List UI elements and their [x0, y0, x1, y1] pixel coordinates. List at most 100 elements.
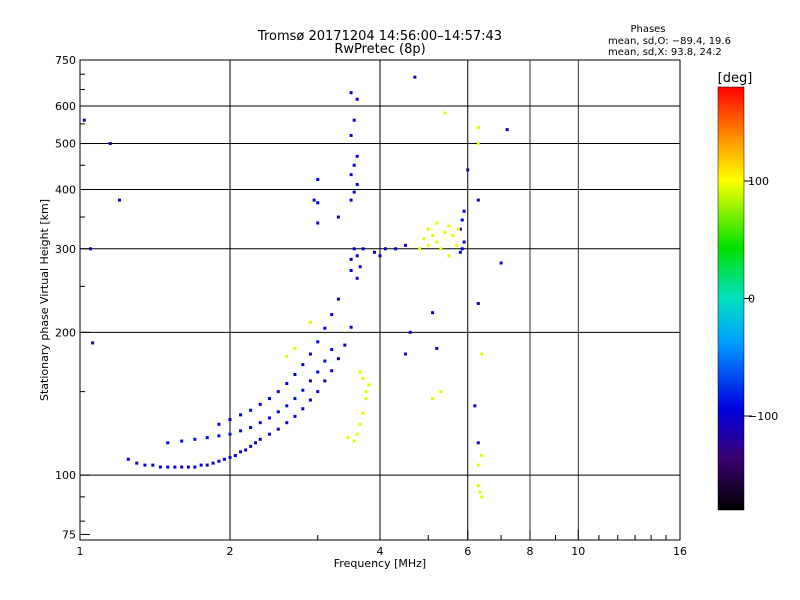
- data-point: [473, 404, 477, 408]
- y-tick-label: 500: [55, 138, 76, 151]
- data-point: [349, 198, 353, 202]
- data-point: [323, 326, 327, 330]
- y-tick-label: 100: [55, 469, 76, 482]
- data-point: [228, 418, 232, 422]
- x-tick-label: 10: [571, 545, 585, 558]
- data-point: [323, 379, 327, 383]
- data-point: [476, 463, 480, 467]
- data-point: [239, 429, 243, 433]
- phases-x-stat: mean, sd,X: 93.8, 24.2: [608, 47, 722, 58]
- data-point: [193, 465, 197, 469]
- data-point: [173, 465, 177, 469]
- data-point: [316, 370, 320, 374]
- data-point: [403, 243, 407, 247]
- data-point: [352, 190, 356, 194]
- data-point: [478, 490, 482, 494]
- chart-title: Tromsø 20171204 14:56:00–14:57:43: [257, 29, 502, 44]
- data-point: [457, 227, 461, 231]
- data-point: [355, 254, 359, 258]
- data-point: [330, 369, 334, 373]
- data-point: [343, 343, 347, 347]
- data-point: [91, 341, 95, 345]
- x-axis-ticks: 1 2 4 6 8 10 16: [77, 530, 687, 558]
- data-point: [435, 346, 439, 350]
- data-point: [223, 457, 227, 461]
- y-tick-label: 750: [55, 54, 76, 67]
- data-point: [378, 254, 382, 258]
- data-point: [285, 421, 289, 425]
- data-point: [135, 461, 139, 465]
- y-axis-ticks: 75 100 200 300 400 500 600 750: [55, 54, 90, 541]
- data-point: [217, 459, 221, 463]
- data-point: [316, 201, 320, 205]
- data-point: [233, 454, 237, 458]
- x-tick-label: 16: [673, 545, 687, 558]
- data-point: [476, 441, 480, 445]
- data-point: [447, 254, 451, 258]
- data-point: [276, 390, 280, 394]
- data-point: [476, 142, 480, 146]
- data-point: [199, 463, 203, 467]
- data-point: [228, 432, 232, 436]
- data-point: [355, 182, 359, 186]
- data-point: [293, 372, 297, 376]
- data-point: [431, 311, 435, 315]
- data-point: [308, 379, 312, 383]
- data-point: [447, 224, 451, 228]
- data-point: [330, 348, 334, 352]
- y-tick-label: 300: [55, 243, 76, 256]
- data-point: [151, 463, 155, 467]
- data-point: [431, 397, 435, 401]
- y-tick-label: 200: [55, 326, 76, 339]
- data-point: [336, 297, 340, 301]
- data-point: [417, 247, 421, 251]
- data-point: [431, 233, 435, 237]
- data-point: [211, 461, 215, 465]
- colorbar: [717, 86, 745, 511]
- data-point: [308, 352, 312, 356]
- data-point: [422, 237, 426, 241]
- scatter-points: [82, 75, 509, 499]
- y-tick-label: 600: [55, 100, 76, 113]
- data-point: [505, 128, 509, 132]
- data-point: [336, 357, 340, 361]
- data-point: [89, 247, 93, 251]
- data-point: [358, 265, 362, 269]
- data-point: [193, 437, 197, 441]
- data-point: [361, 247, 365, 251]
- data-point: [373, 250, 377, 254]
- data-point: [352, 163, 356, 167]
- data-point: [458, 227, 462, 231]
- data-point: [143, 463, 147, 467]
- data-point: [499, 261, 503, 265]
- data-point: [358, 422, 362, 426]
- data-point: [480, 454, 484, 458]
- data-point: [460, 218, 464, 222]
- data-point: [117, 198, 121, 202]
- data-point: [349, 325, 353, 329]
- data-point: [253, 441, 257, 445]
- data-point: [293, 346, 297, 350]
- data-point: [349, 173, 353, 177]
- data-point: [258, 421, 262, 425]
- data-point: [330, 313, 334, 317]
- data-point: [361, 411, 365, 415]
- x-tick-label: 6: [464, 545, 471, 558]
- phases-title: Phases: [630, 24, 665, 35]
- data-point: [316, 340, 320, 344]
- x-tick-label: 4: [377, 545, 384, 558]
- data-point: [285, 404, 289, 408]
- data-point: [462, 209, 466, 213]
- x-axis-label: Frequency [MHz]: [334, 557, 426, 570]
- data-point: [426, 243, 430, 247]
- data-point: [316, 221, 320, 225]
- data-point: [443, 111, 447, 115]
- data-point: [349, 91, 353, 95]
- phases-o-stat: mean, sd,O: −89.4, 19.6: [608, 36, 731, 47]
- data-point: [258, 437, 262, 441]
- data-point: [352, 439, 356, 443]
- data-point: [217, 434, 221, 438]
- data-point: [301, 407, 305, 411]
- data-point: [312, 198, 316, 202]
